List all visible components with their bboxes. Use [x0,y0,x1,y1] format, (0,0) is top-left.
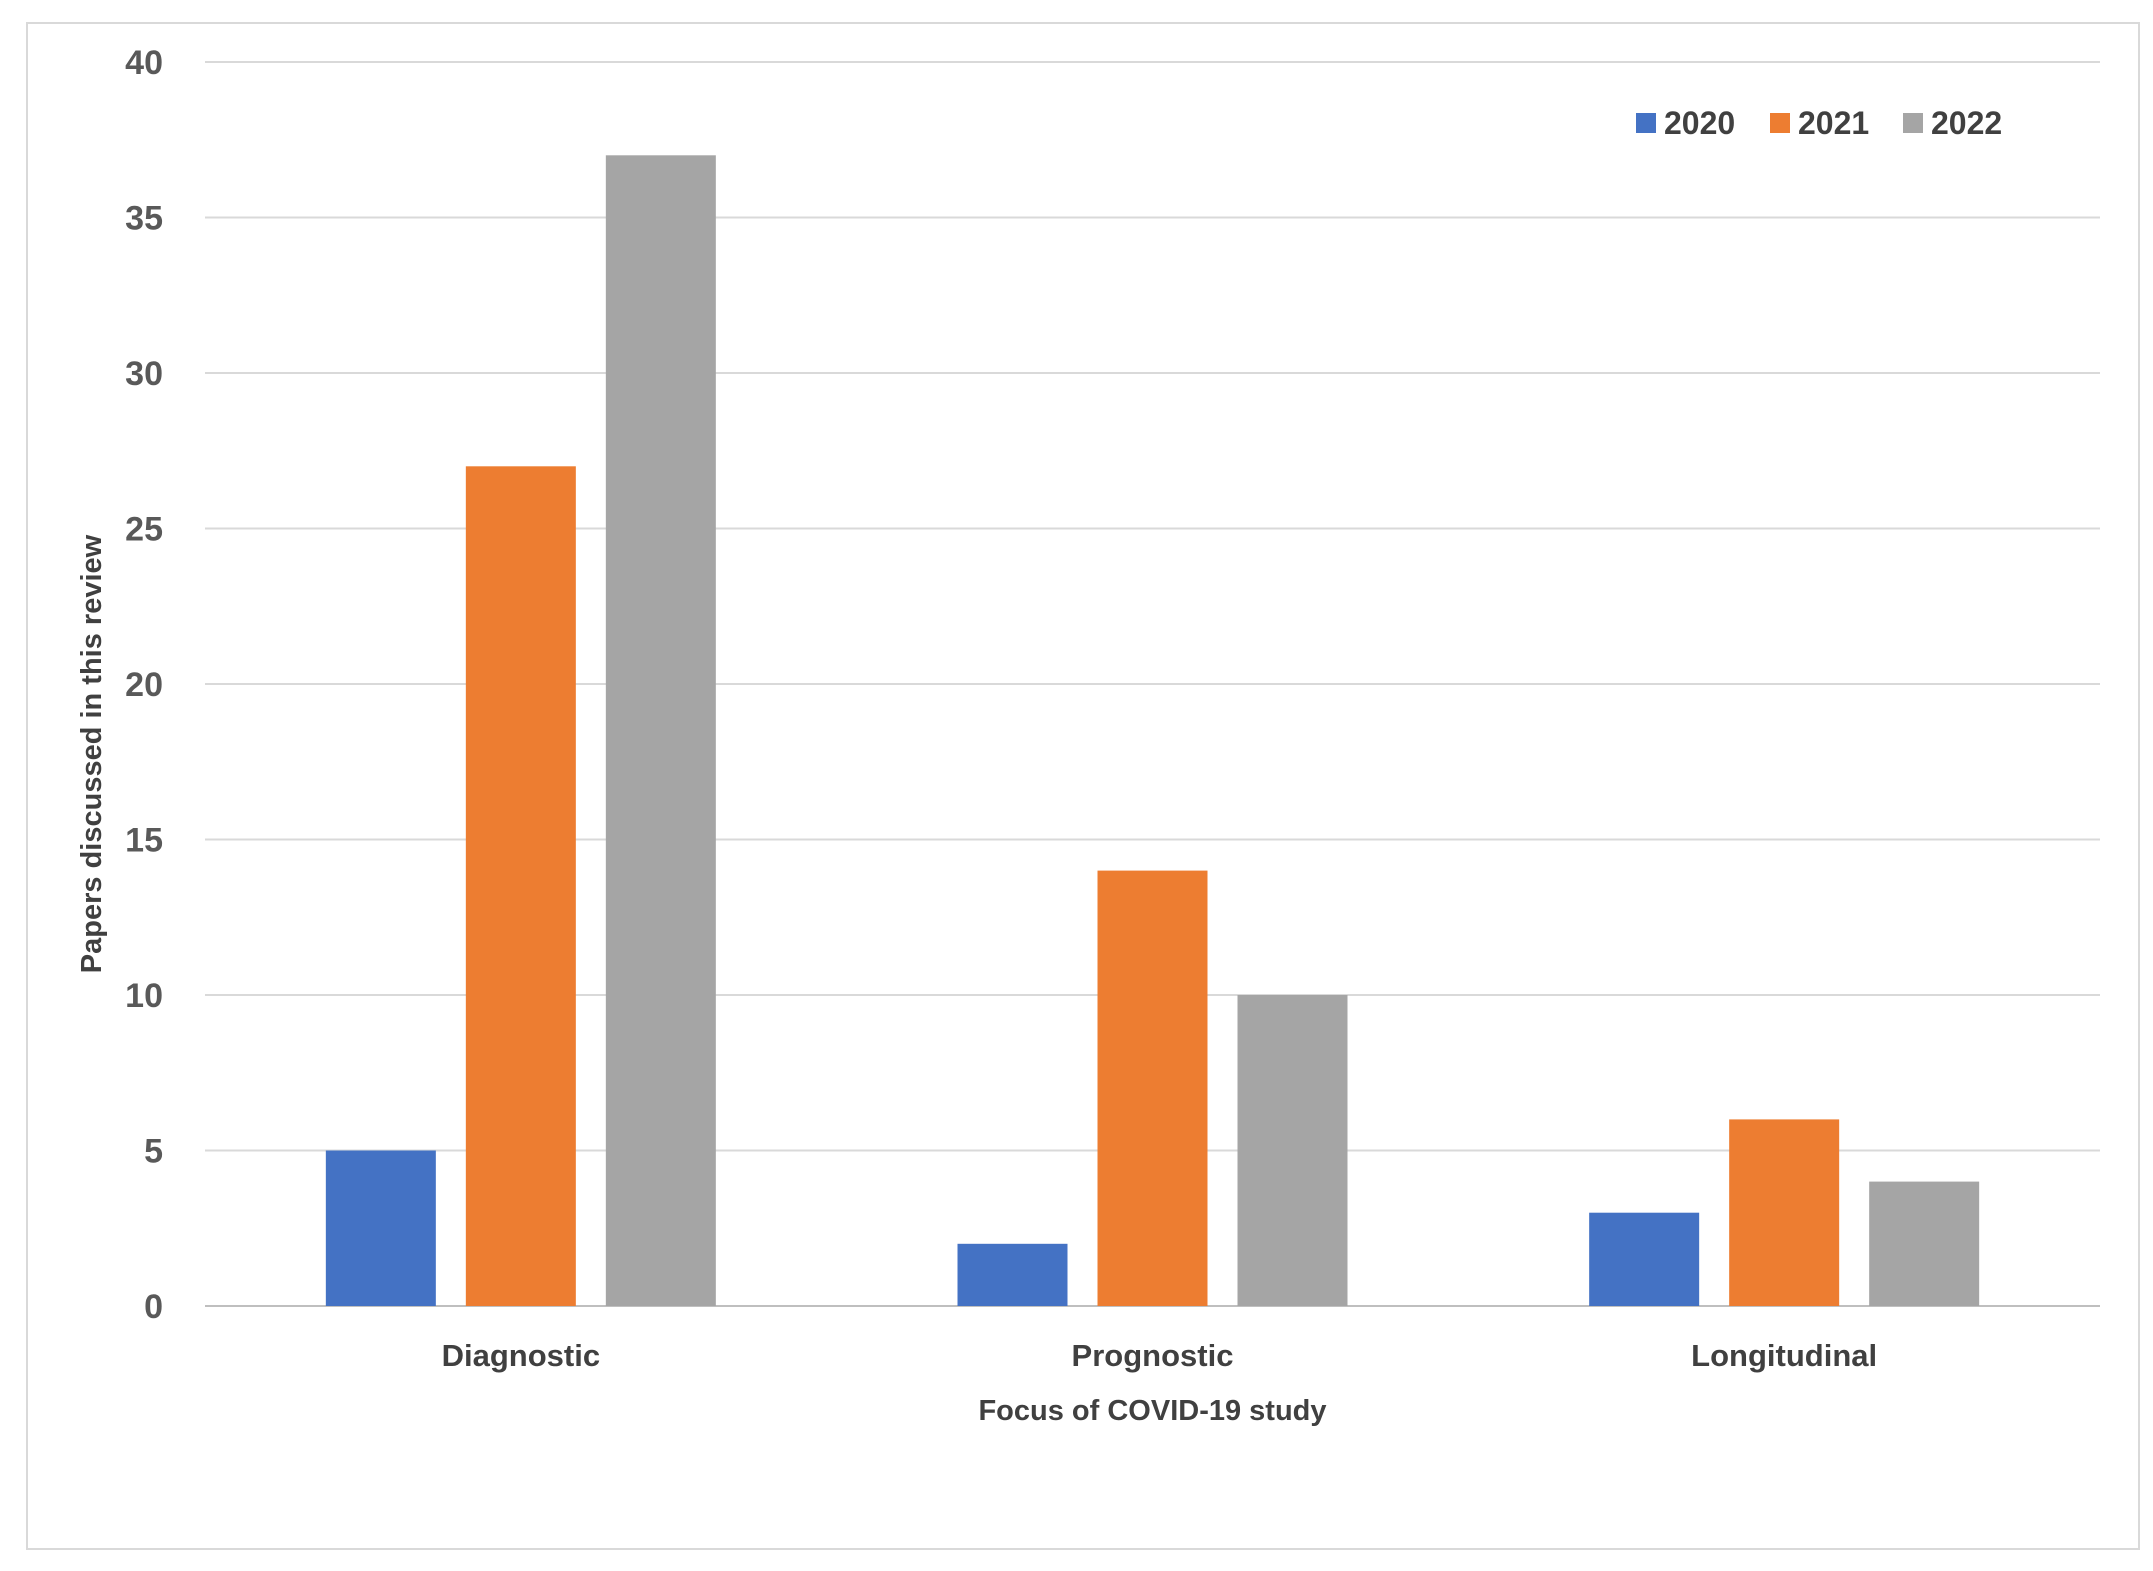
bar-2021-longitudinal [1729,1119,1840,1306]
y-tick-labels: 0 5 10 15 20 25 30 35 40 [125,44,163,1326]
legend-swatch-2020 [1636,113,1656,133]
bar-2022-longitudinal [1869,1181,1980,1306]
bar-2021-prognostic [1097,870,1208,1306]
legend-label-2021: 2021 [1798,105,1869,141]
x-category-label: Longitudinal [1691,1338,1877,1373]
y-tick-label: 25 [125,511,163,549]
legend-label-2022: 2022 [1931,105,2002,141]
x-category-label: Prognostic [1072,1338,1234,1373]
legend-swatch-2022 [1903,113,1923,133]
bar-2020-diagnostic [325,1150,436,1306]
legend-swatch-2021 [1770,113,1790,133]
legend: 2020 2021 2022 [1636,105,2002,141]
bar-2020-prognostic [957,1243,1068,1306]
x-axis-title: Focus of COVID-19 study [978,1395,1326,1427]
y-tick-label: 30 [125,355,163,393]
y-tick-label: 10 [125,977,163,1015]
y-axis-title: Papers discussed in this review [76,534,108,973]
bar-2022-prognostic [1237,995,1348,1306]
y-tick-label: 40 [125,44,163,82]
bars [325,155,1980,1306]
bar-2022-diagnostic [605,155,716,1306]
y-tick-label: 20 [125,666,163,704]
y-tick-label: 5 [144,1133,163,1171]
x-category-label: Diagnostic [442,1338,600,1373]
bar-2021-diagnostic [465,466,576,1306]
y-tick-label: 15 [125,822,163,860]
legend-label-2020: 2020 [1664,105,1735,141]
x-category-labels: Diagnostic Prognostic Longitudinal [442,1338,1878,1373]
bar-2020-longitudinal [1589,1212,1700,1306]
y-tick-label: 0 [144,1288,163,1326]
y-tick-label: 35 [125,200,163,238]
